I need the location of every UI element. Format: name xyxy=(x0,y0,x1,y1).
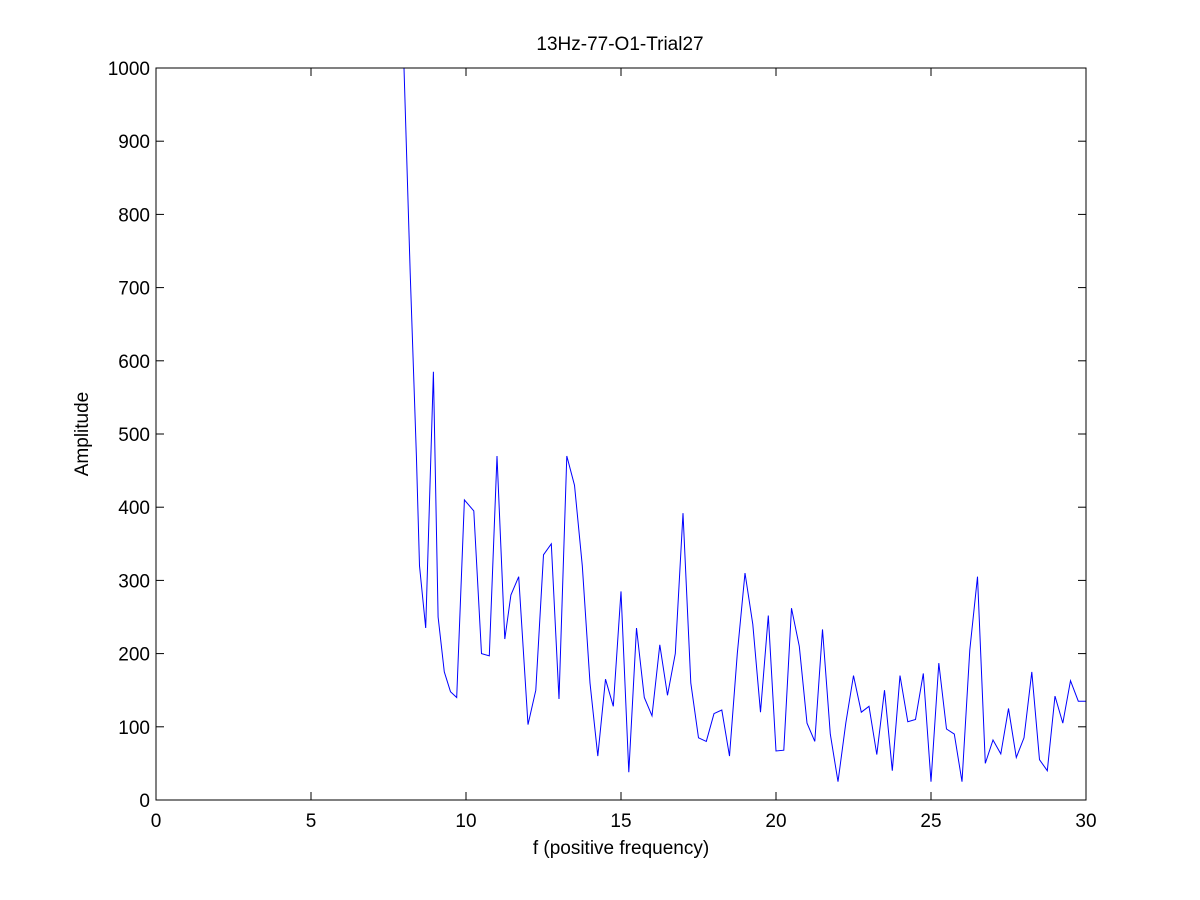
y-tick-label: 600 xyxy=(118,352,150,373)
plot-area xyxy=(403,67,1086,782)
y-tick-label: 700 xyxy=(118,279,150,300)
x-tick-label: 5 xyxy=(306,811,317,832)
x-tick-label: 0 xyxy=(151,811,162,832)
x-tick-label: 10 xyxy=(455,811,476,832)
y-tick-label: 0 xyxy=(139,791,150,812)
x-tick-label: 20 xyxy=(765,811,786,832)
y-tick-label: 500 xyxy=(118,425,150,446)
y-tick-label: 300 xyxy=(118,571,150,592)
x-axis-label: f (positive frequency) xyxy=(533,838,709,859)
y-tick-label: 200 xyxy=(118,645,150,666)
x-tick-label: 25 xyxy=(920,811,941,832)
y-tick-label: 100 xyxy=(118,718,150,739)
y-tick-label: 1000 xyxy=(108,59,150,80)
y-tick-label: 400 xyxy=(118,498,150,519)
y-axis-label: Amplitude xyxy=(72,392,93,477)
x-tick-label: 30 xyxy=(1075,811,1096,832)
y-tick-label: 800 xyxy=(118,205,150,226)
y-tick-label: 900 xyxy=(118,132,150,153)
chart-title: 13Hz-77-O1-Trial27 xyxy=(536,34,703,55)
x-tick-label: 15 xyxy=(610,811,631,832)
axis-ticks: 0 5 10 15 20 25 300100200300400500600700800900… xyxy=(108,59,1097,832)
series-line-0 xyxy=(403,67,1086,782)
